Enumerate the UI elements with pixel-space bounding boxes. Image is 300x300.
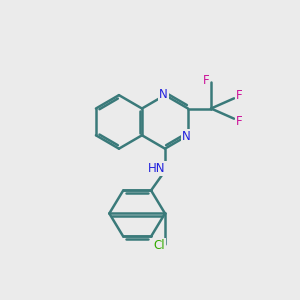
Text: F: F [203,74,209,87]
Text: Cl: Cl [154,238,165,251]
Text: N: N [159,88,168,101]
Text: F: F [236,115,242,128]
Text: N: N [182,130,191,142]
Text: HN: HN [148,162,166,175]
Text: F: F [236,89,242,102]
